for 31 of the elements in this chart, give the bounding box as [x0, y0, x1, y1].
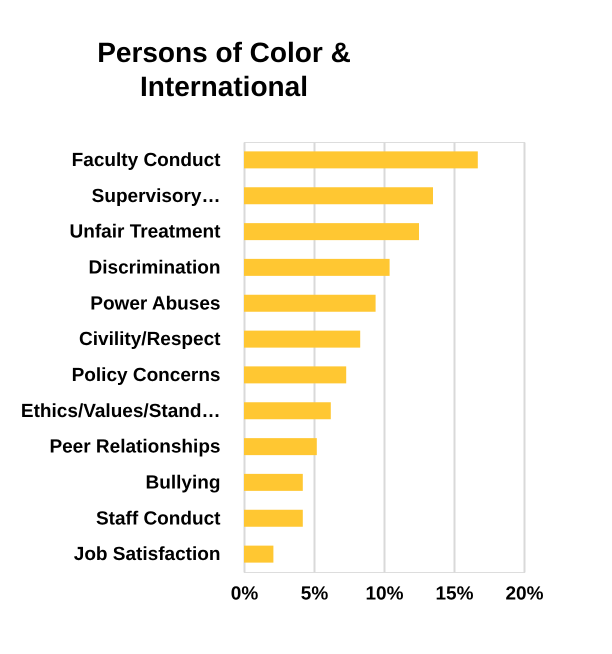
y-tick-label: Faculty Conduct [72, 150, 222, 171]
x-tick-label: 20% [505, 584, 544, 604]
y-tick-label: Civility/Respect [79, 329, 222, 350]
bar [244, 546, 274, 563]
y-tick-label: Policy Concerns [72, 364, 220, 386]
y-tick-label: Supervisory… [92, 186, 220, 207]
bar [244, 402, 331, 420]
y-tick-label: Bullying [146, 472, 220, 494]
bar [244, 366, 346, 384]
bar [244, 294, 376, 312]
y-tick-label: Job Satisfaction [74, 544, 220, 566]
bar [244, 438, 317, 456]
x-tick-label: 0% [230, 584, 258, 604]
y-tick-label: Unfair Treatment [70, 222, 222, 243]
x-tick-label: 5% [300, 584, 328, 604]
bar [244, 474, 303, 491]
bar [244, 151, 478, 168]
x-tick-label: 15% [435, 584, 474, 604]
text: International [140, 71, 308, 102]
bar [244, 258, 390, 276]
bar [244, 223, 419, 240]
y-tick-label: Discrimination [88, 257, 220, 278]
y-tick-label: Staff Conduct [96, 508, 222, 530]
bar [244, 187, 433, 204]
bar [244, 510, 303, 527]
y-tick-label: Ethics/Values/Stand… [20, 400, 220, 422]
x-tick-label: 10% [365, 584, 404, 604]
text: Persons of Color & [97, 37, 351, 68]
y-tick-label: Power Abuses [90, 293, 220, 314]
y-tick-label: Peer Relationships [49, 436, 220, 458]
bar [244, 330, 360, 348]
